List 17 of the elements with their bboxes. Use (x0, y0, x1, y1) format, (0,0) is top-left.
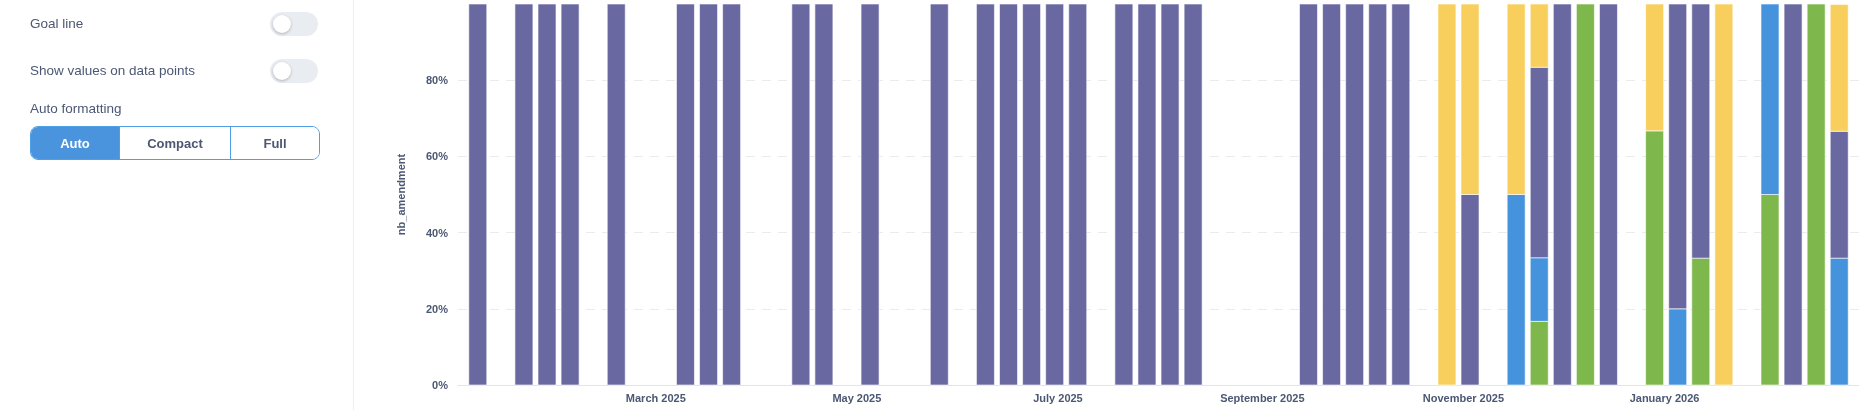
y-tick-label: 20% (425, 302, 449, 315)
x-tick-label: November 2025 (1422, 391, 1505, 404)
text: Goal line (30, 16, 84, 32)
segment-button: Full (230, 127, 319, 159)
y-tick-label: 0% (432, 379, 449, 391)
x-tick-label: July 2025 (1033, 391, 1083, 404)
text: Show values on data points (30, 62, 196, 79)
x-tick-label: May 2025 (832, 391, 882, 404)
x-tick-label: March 2025 (625, 391, 686, 404)
x-tick-label: January 2026 (1629, 391, 1700, 404)
y-tick-label: 60% (425, 150, 449, 163)
y-tick-label: 40% (425, 226, 449, 239)
y-axis-title: nb_amendment (394, 153, 407, 236)
segment-button: Auto (31, 127, 119, 159)
x-tick-label: September 2025 (1220, 391, 1305, 404)
text: Auto formatting (30, 101, 122, 117)
y-tick-label: 80% (425, 74, 449, 87)
